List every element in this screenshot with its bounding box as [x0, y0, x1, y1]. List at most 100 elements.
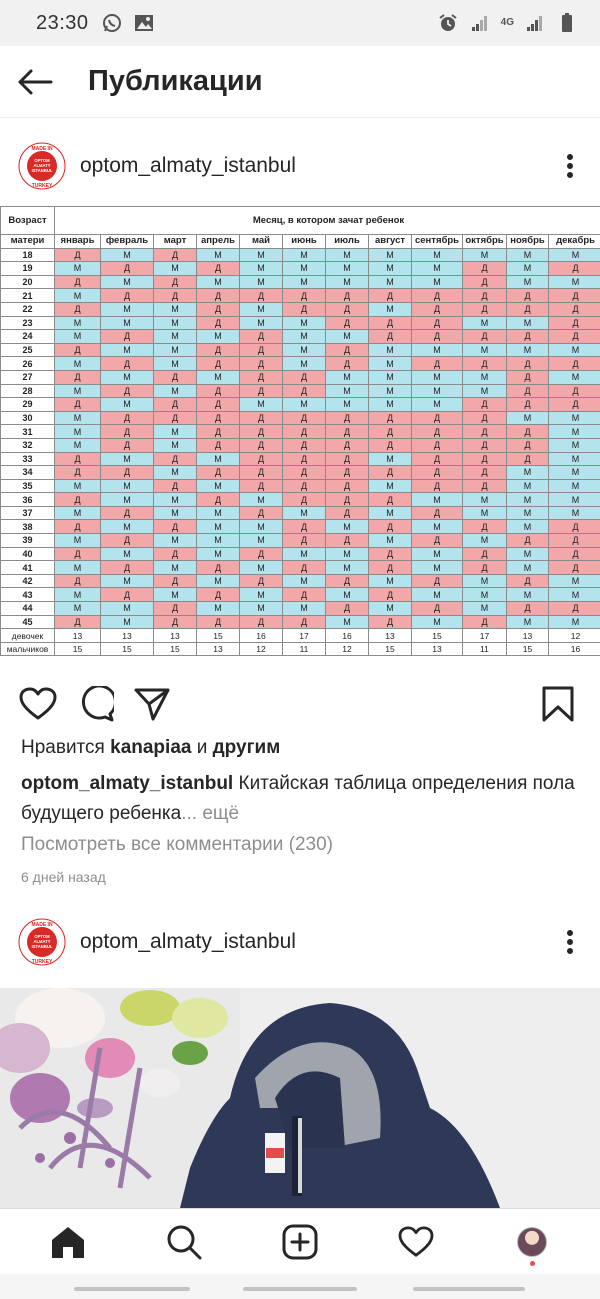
totals-value: 12 [325, 641, 369, 657]
gender-cell: М [54, 329, 101, 344]
gender-cell: М [100, 397, 154, 412]
totals-value: 15 [100, 641, 154, 657]
post-image-gender-table[interactable]: Возраст Месяц, в котором зачат ребенок м… [0, 206, 600, 671]
gender-cell: Д [368, 614, 412, 630]
more-options-button[interactable] [540, 136, 600, 196]
row-header-top: Возраст [0, 206, 55, 235]
nav-home-button[interactable] [38, 1212, 98, 1272]
gender-cell: М [54, 533, 101, 548]
gender-cell: М [153, 465, 197, 480]
gender-cell: М [506, 505, 549, 521]
gender-cell: М [462, 315, 507, 331]
table-row: 23 М М М Д М М Д Д Д М М Д [0, 315, 600, 331]
add-post-icon [282, 1224, 318, 1259]
gender-cell: М [547, 573, 600, 589]
gender-cell: Д [153, 546, 197, 562]
gender-cell: М [153, 437, 197, 453]
totals-value: 13 [506, 628, 549, 643]
gender-cell: Д [100, 356, 154, 371]
post-caption: optom_almaty_istanbul Китайская таблица … [21, 769, 581, 829]
gender-cell: Д [282, 560, 326, 575]
gender-cell: М [368, 301, 412, 317]
month-header: май [239, 234, 283, 249]
likes-line[interactable]: Нравится kanapiaa и другим [21, 737, 280, 759]
gender-cell: М [547, 369, 600, 385]
nav-new-post-button[interactable] [270, 1212, 330, 1272]
gender-cell: М [368, 573, 412, 589]
gender-cell: Д [462, 465, 507, 480]
gender-cell: М [282, 329, 326, 344]
month-header: февраль [100, 234, 154, 249]
gender-cell: М [462, 369, 507, 385]
gender-cell: Д [325, 437, 369, 453]
gender-cell: Д [411, 288, 463, 303]
gender-cell: Д [54, 274, 101, 290]
comment-button[interactable] [76, 684, 116, 724]
gender-cell: Д [282, 383, 326, 399]
gender-cell: М [54, 560, 101, 575]
gender-cell: Д [239, 329, 283, 344]
status-time: 23:30 [36, 11, 89, 34]
gender-cell: Д [100, 424, 154, 439]
post-username-2[interactable]: optom_almaty_istanbul [80, 930, 296, 953]
more-options-button-2[interactable] [540, 912, 600, 972]
gender-cell: М [368, 505, 412, 521]
caption-username[interactable]: optom_almaty_istanbul [21, 773, 234, 794]
gender-cell: М [100, 573, 154, 589]
gender-cell: М [153, 329, 197, 344]
profile-avatar [517, 1226, 547, 1257]
nav-activity-button[interactable] [386, 1212, 446, 1272]
gender-cell: Д [462, 519, 507, 535]
gender-cell: Д [100, 505, 154, 521]
month-header: июль [325, 234, 369, 249]
gender-cell: Д [54, 342, 101, 358]
post-username[interactable]: optom_almaty_istanbul [80, 154, 296, 177]
gender-cell: Д [239, 614, 283, 630]
bookmark-icon [542, 686, 574, 722]
gender-cell: Д [196, 410, 240, 426]
system-recents-gesture-bar[interactable] [413, 1287, 525, 1291]
gender-cell: Д [54, 451, 101, 467]
table-row: 31 М Д М Д Д Д Д Д Д Д Д М [0, 424, 600, 439]
user-avatar-logo-2[interactable]: MADE IN OPTOM ALMATY ISTANBUL TURKEY [18, 918, 66, 966]
gender-cell: М [547, 342, 600, 358]
gender-cell: М [462, 342, 507, 358]
like-button[interactable] [18, 684, 58, 724]
gender-cell: Д [282, 437, 326, 453]
post-image-jacket[interactable] [0, 988, 600, 1208]
gender-cell: Д [325, 533, 369, 548]
month-header: март [153, 234, 197, 249]
nav-profile-button[interactable] [502, 1212, 562, 1272]
age-cell: 22 [0, 301, 55, 317]
likes-user[interactable]: kanapiaa [110, 737, 192, 758]
gender-cell: М [282, 261, 326, 276]
gender-cell: М [153, 492, 197, 507]
gender-cell: Д [325, 288, 369, 303]
gender-cell: М [282, 546, 326, 562]
user-avatar-logo[interactable]: MADE IN OPTOM ALMATY ISTANBUL TURKEY [18, 142, 66, 190]
month-header: декабрь [547, 234, 600, 249]
save-button[interactable] [538, 684, 578, 724]
share-button[interactable] [132, 684, 172, 724]
system-home-gesture-bar[interactable] [243, 1287, 357, 1291]
system-back-gesture-bar[interactable] [74, 1287, 190, 1291]
gender-cell: М [54, 261, 101, 276]
gender-cell: Д [325, 465, 369, 480]
gender-cell: Д [54, 247, 101, 263]
likes-others[interactable]: другим [212, 737, 281, 758]
gender-cell: М [462, 247, 507, 263]
gender-cell: М [368, 478, 412, 494]
gender-cell: М [100, 614, 154, 630]
gender-cell: М [506, 587, 549, 603]
nav-search-button[interactable] [154, 1212, 214, 1272]
gender-cell: Д [462, 301, 507, 317]
totals-row: девочек 13 13 13 15 16 17 16 13 15 17 13 12 [0, 628, 600, 643]
back-button[interactable] [0, 46, 70, 118]
gender-cell: Д [506, 329, 549, 344]
view-comments-link[interactable]: Посмотреть все комментарии (230) [21, 834, 334, 855]
gender-cell: Д [239, 410, 283, 426]
gender-cell: Д [325, 424, 369, 439]
gender-cell: Д [506, 397, 549, 412]
gender-cell: Д [506, 424, 549, 439]
caption-more-link[interactable]: ... ещё [181, 803, 240, 824]
